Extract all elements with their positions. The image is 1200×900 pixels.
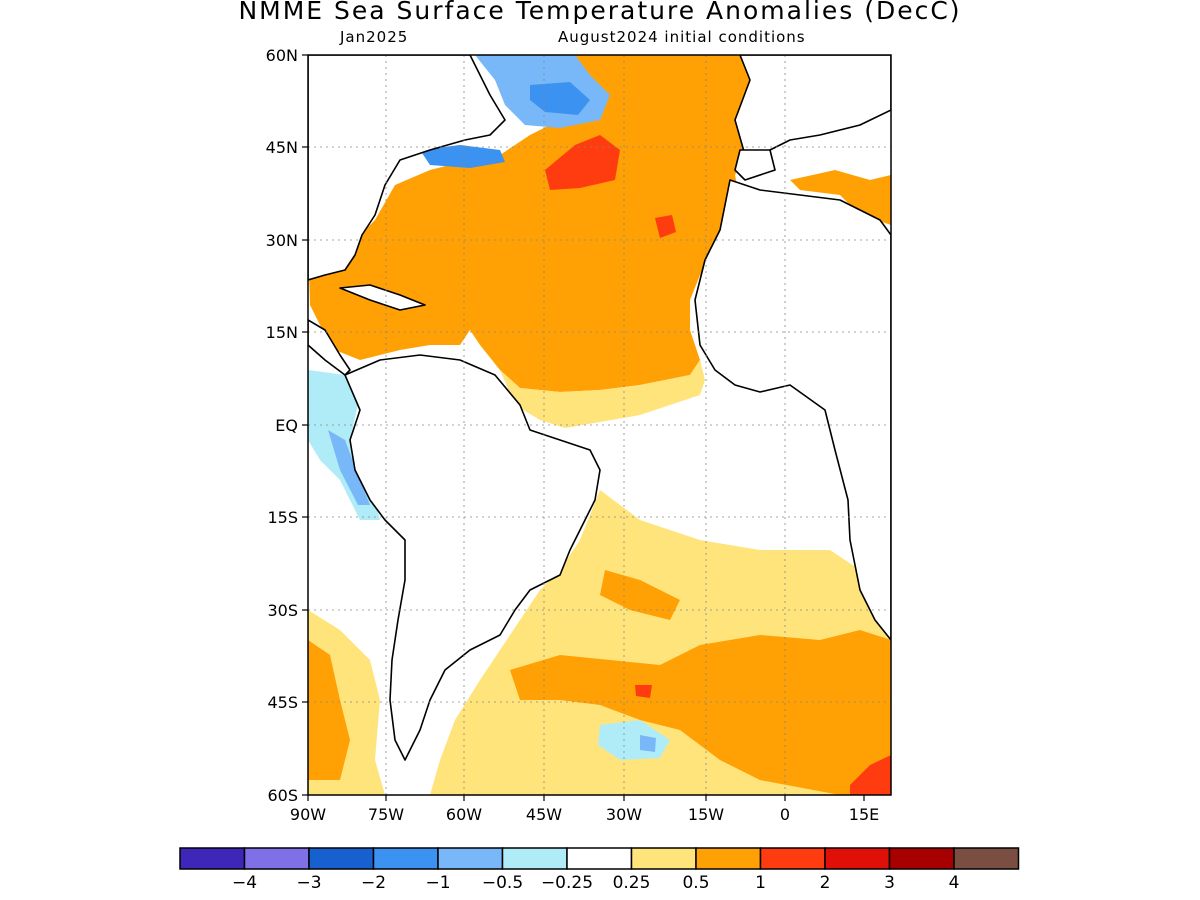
lat-label: 60S [267,786,298,805]
lat-label: 60N [266,46,298,65]
legend-swatch [953,847,1020,870]
anomaly-region-strong-warm [545,135,620,190]
sst-field [308,55,891,795]
lat-label: 45N [266,138,298,157]
lon-label: 45W [526,805,562,824]
legend-swatch [824,847,891,870]
landmasses [308,55,891,761]
legend-swatch [759,847,826,870]
land-central-america [308,319,351,376]
legend-swatch [630,847,697,870]
anomaly-region-southeast-warm [850,755,891,795]
legend-swatch [243,847,310,870]
lon-label: 15W [688,805,724,824]
lon-label: 60W [446,805,482,824]
anomaly-region-mediterranean [790,170,891,225]
map-title: NMME Sea Surface Temperature Anomalies (… [238,0,962,25]
forecast-month: Jan2025 [340,28,409,46]
land-south-america [344,354,601,761]
legend-label: −4 [232,873,257,893]
legend-swatch [501,847,568,870]
lat-label: 30N [266,231,298,250]
lon-label: 75W [368,805,404,824]
lat-label: 15N [266,323,298,342]
anomaly-region-gulf-cold [420,145,505,168]
anomaly-region-southeast-pacific-warm [308,640,350,780]
legend-swatch [179,847,246,870]
anomaly-region-labrador-core [530,82,590,115]
legend-label: 0.5 [682,873,709,893]
lat-label: 15S [267,508,298,527]
anomaly-region-south-atlantic-band [510,630,891,795]
anomaly-region-small-warm-1 [655,215,676,238]
legend-label: −3 [296,873,321,893]
legend-label: 4 [949,873,960,893]
anomaly-region-small-warm-3 [635,685,652,698]
anomaly-region-east-pacific-core [328,430,370,505]
legend-label: −0.25 [541,873,593,893]
lon-label: 30W [606,805,642,824]
anomaly-region-north-atlantic [308,55,775,392]
longitude-labels: 90W 75W 60W 45W 30W 15W 0 15E [290,805,879,824]
legend-swatch [437,847,504,870]
legend-swatch [566,847,633,870]
anomaly-region-tropical-north [500,360,705,428]
lon-label: 90W [290,805,326,824]
legend-label: −1 [425,873,450,893]
legend-label: 0.25 [613,873,651,893]
lon-label: 15E [849,805,879,824]
color-legend: −4 −3 −2 −1 −0.5 −0.25 0.25 0.5 1 2 3 4 [179,847,1020,893]
lon-label: 0 [780,805,790,824]
anomaly-region-southwest-cold-core [640,735,656,752]
initial-conditions-label: August2024 initial conditions [558,28,806,46]
land-north-america [308,55,506,281]
land-caribbean [339,284,426,311]
legend-swatch [695,847,762,870]
legend-label: 2 [820,873,831,893]
lat-label: EQ [275,416,298,435]
axis-ticks [302,54,865,801]
legend-label: 1 [755,873,766,893]
anomaly-region-south-atlantic-patch [600,570,680,620]
land-europe [734,55,891,156]
land-africa [694,179,891,641]
land-iberia [734,149,776,181]
legend-label: −0.5 [482,873,523,893]
graticule [308,55,891,795]
lat-label: 30S [267,601,298,620]
latitude-labels: 60N 45N 30N 15N EQ 15S 30S 45S 60S [266,46,298,805]
legend-swatch [888,847,955,870]
lat-label: 45S [267,693,298,712]
legend-label: 3 [884,873,895,893]
legend-label: −2 [361,873,386,893]
legend-swatch [308,847,375,870]
legend-swatch [372,847,439,870]
